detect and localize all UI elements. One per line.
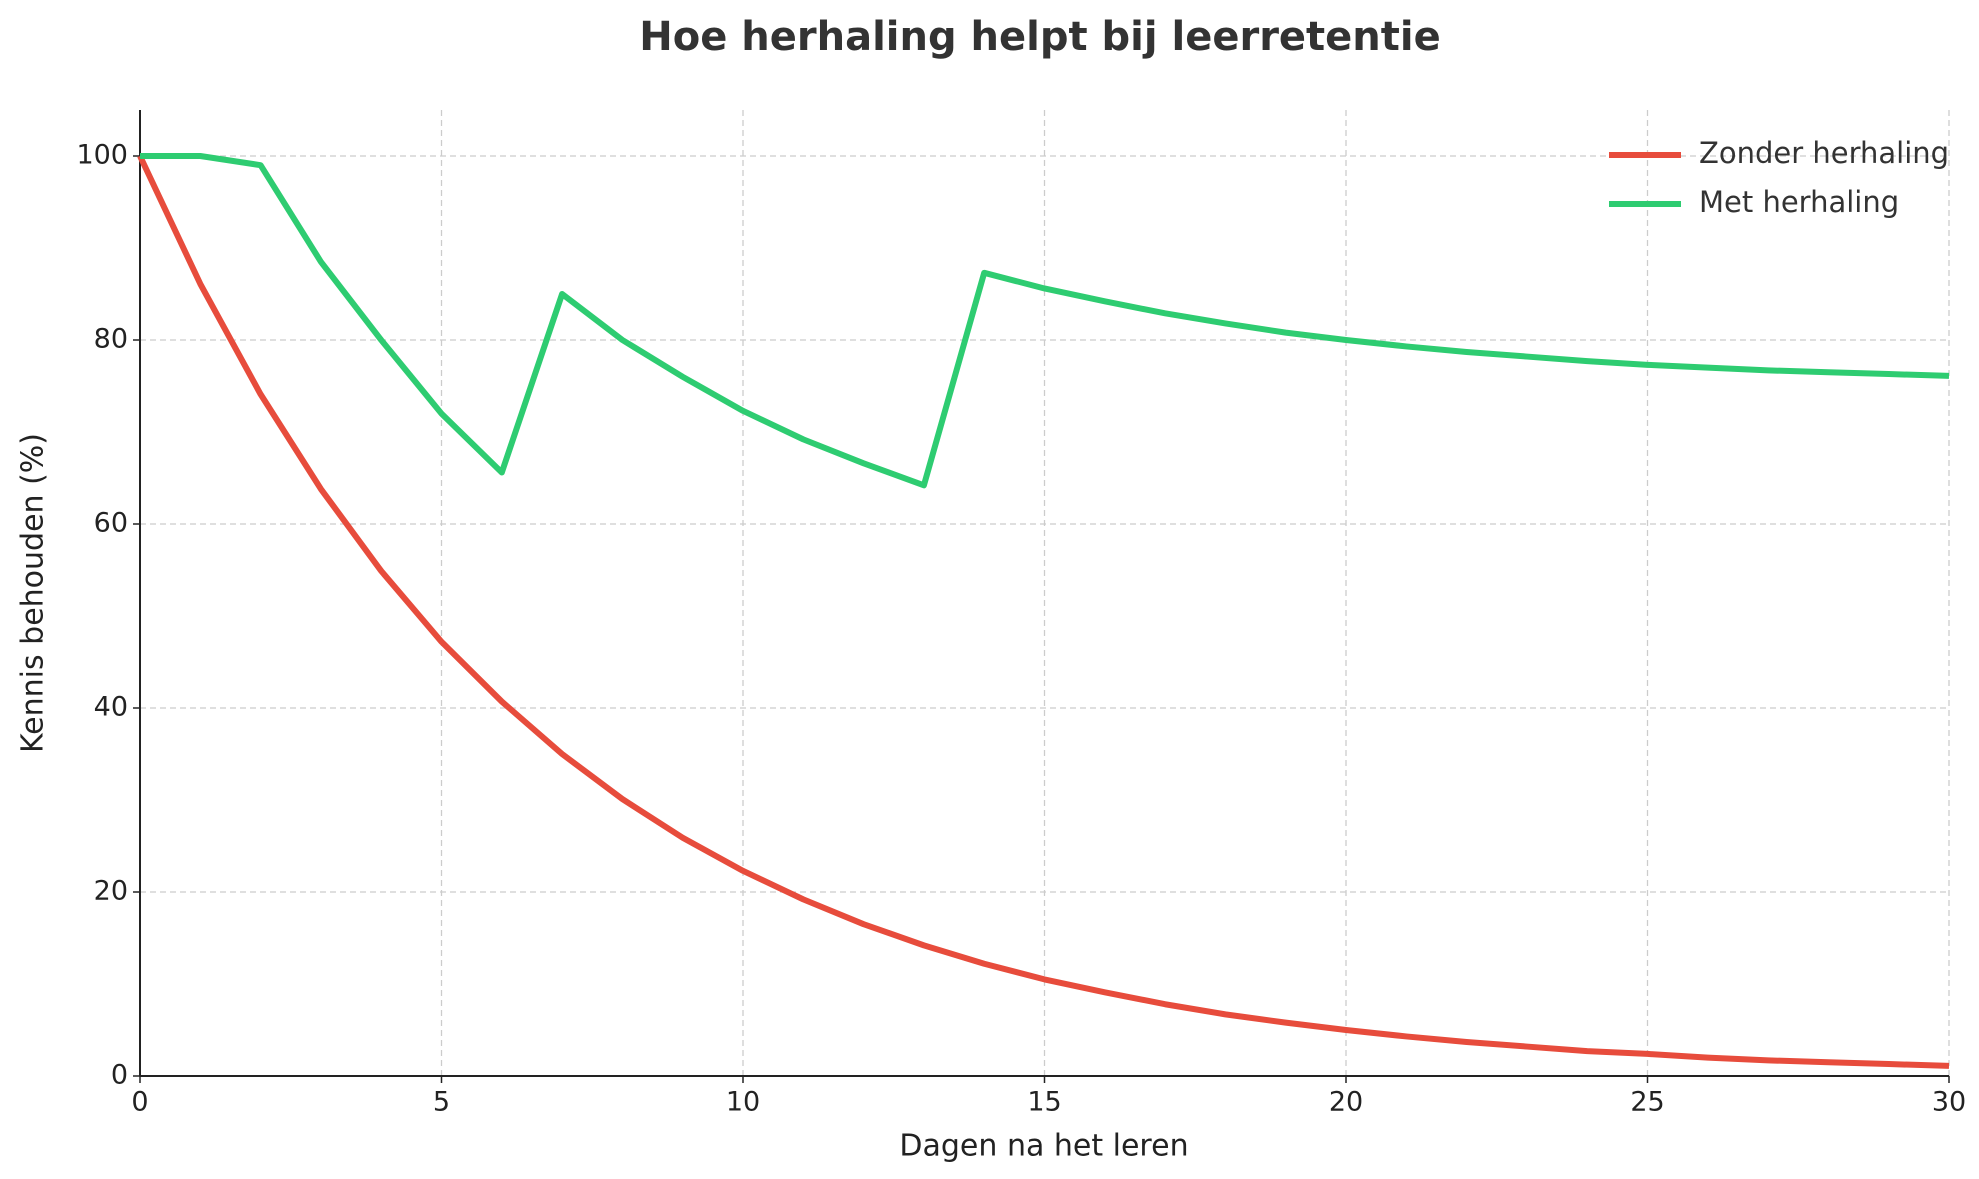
y-tick-label: 60 <box>94 508 128 539</box>
x-tick-label: 0 <box>131 1087 148 1118</box>
y-axis-label: Kennis behouden (%) <box>16 433 51 753</box>
line <box>140 153 1950 489</box>
x-tick-label: 30 <box>1932 1087 1966 1118</box>
x-tick-label: 20 <box>1329 1087 1363 1118</box>
x-tick-label: 5 <box>433 1087 450 1118</box>
legend-label: Zonder herhaling <box>1699 136 1949 170</box>
y-tick-label: 40 <box>94 692 128 723</box>
chart-title: Hoe herhaling helpt bij leerretentie <box>639 14 1440 60</box>
x-axis-label: Dagen na het leren <box>899 1129 1188 1164</box>
y-tick-label: 0 <box>111 1060 128 1091</box>
x-tick-label: 10 <box>726 1087 760 1118</box>
line <box>137 154 1950 1069</box>
y-tick-label: 80 <box>94 324 128 355</box>
y-tick-label: 20 <box>94 876 128 907</box>
x-tick-label: 25 <box>1630 1087 1664 1118</box>
legend-label: Met herhaling <box>1699 185 1899 219</box>
y-tick-label: 100 <box>76 140 128 171</box>
x-tick-label: 15 <box>1027 1087 1061 1118</box>
